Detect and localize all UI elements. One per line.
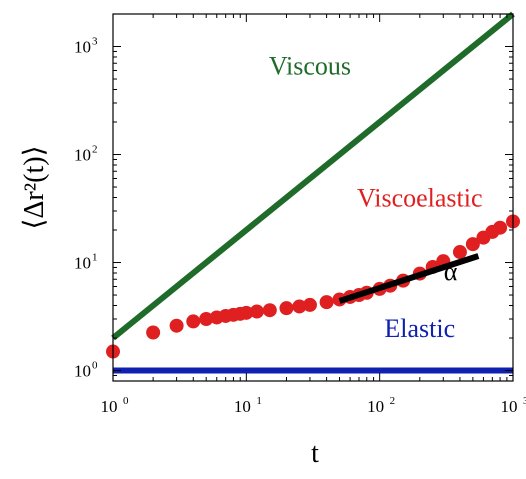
y-tick-exponent: 3 [92,36,98,48]
y-tick-exponent: 1 [92,252,98,264]
data-point-viscoelastic [319,295,334,310]
data-point-viscoelastic [292,299,307,314]
x-tick-exponent: 3 [523,395,526,407]
x-tick-label: 10 [501,397,518,416]
data-point-viscoelastic [186,314,201,329]
series-label: α [444,257,458,286]
x-axis-title: t [311,438,319,469]
y-tick-label: 10 [74,146,91,165]
x-tick-exponent: 1 [256,395,262,407]
y-tick-label: 10 [74,38,91,57]
series-label: Viscoelastic [357,184,483,213]
y-axis-title: ⟨Δr²(t)⟩ [19,146,50,230]
y-tick-label: 10 [74,254,91,273]
data-point-viscoelastic [302,297,317,312]
annotation-layer: Viscous Viscoelastic α Elastic [269,52,483,343]
tick-layer: 10 0 10 1 10 2 10 310 010 110 210 3 [74,13,526,416]
data-point-viscoelastic [493,220,508,235]
y-tick-exponent: 0 [92,360,98,372]
data-point-viscoelastic [249,304,264,319]
slope-segment [338,253,480,304]
data-point-viscoelastic [465,237,480,252]
series-label: Viscous [269,52,351,81]
data-point-viscoelastic [262,303,277,318]
x-tick-label: 10 [101,397,118,416]
data-point-viscoelastic [169,318,184,333]
series-label: Elastic [384,314,455,343]
data-point-viscoelastic [279,301,294,316]
plot-area [106,11,520,374]
y-tick-exponent: 2 [92,144,98,156]
x-tick-exponent: 0 [123,395,129,407]
x-tick-exponent: 2 [390,395,396,407]
plot-frame [112,13,514,382]
data-point-viscoelastic [199,312,214,327]
x-tick-label: 10 [367,397,384,416]
series-line-viscous [111,11,515,341]
data-point-viscoelastic [239,305,254,320]
x-tick-label: 10 [234,397,251,416]
y-tick-label: 10 [74,362,91,381]
data-point-viscoelastic [146,325,161,340]
data-point-viscoelastic [452,245,467,260]
